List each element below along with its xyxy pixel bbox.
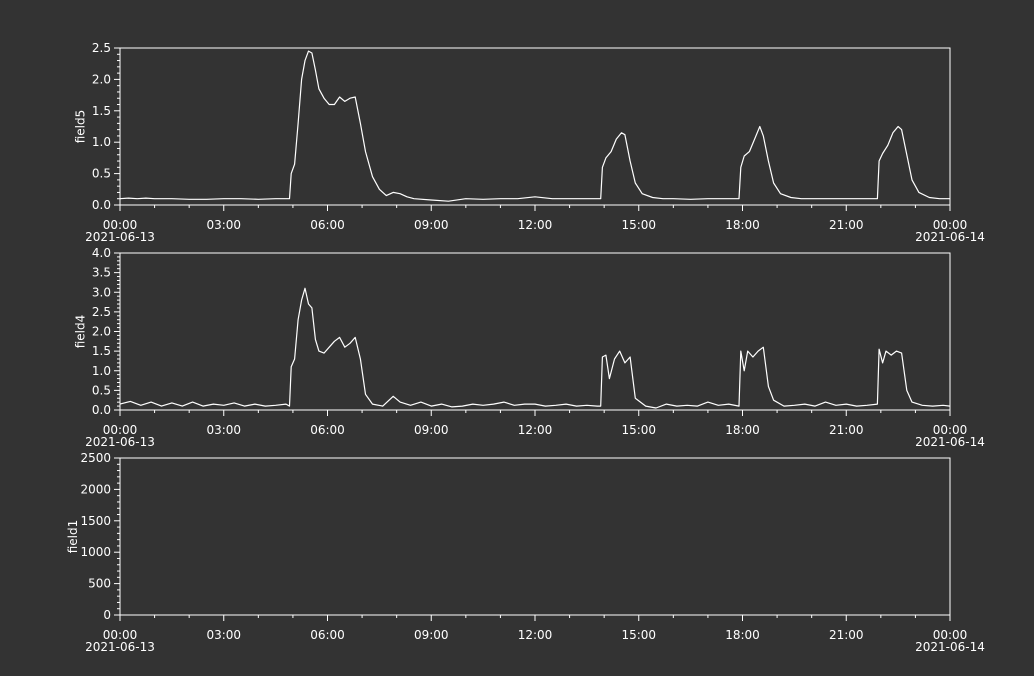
x-tick-label: 21:00: [829, 628, 864, 642]
x-tick-label: 00:00: [103, 628, 138, 642]
y-axis-label: field5: [73, 110, 87, 144]
panel-field1: 0 500 1000 1500 2000 2500 00:00 03:00 06:00 09:00…: [66, 451, 985, 654]
y-tick-label: 0.5: [92, 383, 111, 397]
y-tick-label: 0.0: [92, 403, 111, 417]
x-tick-label: 18:00: [725, 218, 760, 232]
series-line-field4: [119, 287, 951, 409]
y-tick-label: 4.0: [92, 246, 111, 260]
y-tick-label: 0.0: [92, 198, 111, 212]
y-tick-label: 2.0: [92, 72, 111, 86]
x-tick-label: 12:00: [518, 218, 553, 232]
y-tick-label: 2000: [80, 482, 111, 496]
x-tick-label: 09:00: [414, 423, 449, 437]
x-tick-label: 18:00: [725, 423, 760, 437]
x-start-date-label: 2021-06-13: [85, 640, 155, 654]
x-tick-label: 15:00: [621, 423, 656, 437]
y-tick-label: 1.5: [92, 104, 111, 118]
x-tick-label: 12:00: [518, 628, 553, 642]
x-end-date-label: 2021-06-14: [915, 640, 985, 654]
y-tick-label: 3.5: [92, 266, 111, 280]
y-tick-label: 500: [88, 577, 111, 591]
x-tick-label: 21:00: [829, 218, 864, 232]
series-line-field5: [119, 50, 950, 202]
x-tick-label: 09:00: [414, 218, 449, 232]
panel-field5: 0.0 0.5 1.0 1.5 2.0 2.5 00:00 03:00 06:00 09:00 12…: [73, 41, 984, 244]
x-tick-label: 00:00: [933, 423, 968, 437]
y-axis-label: field4: [73, 315, 87, 349]
x-tick-label: 00:00: [103, 218, 138, 232]
x-tick-label: 00:00: [933, 218, 968, 232]
y-tick-label: 1.5: [92, 344, 111, 358]
x-tick-label: 03:00: [206, 628, 241, 642]
x-tick-label: 06:00: [310, 218, 345, 232]
y-tick-label: 2500: [80, 451, 111, 465]
x-tick-label: 09:00: [414, 628, 449, 642]
x-tick-label: 03:00: [206, 218, 241, 232]
y-tick-label: 1.0: [92, 135, 111, 149]
y-tick-label: 1.0: [92, 364, 111, 378]
x-tick-label: 15:00: [621, 218, 656, 232]
x-tick-label: 18:00: [725, 628, 760, 642]
x-tick-label: 12:00: [518, 423, 553, 437]
x-end-date-label: 2021-06-14: [915, 230, 985, 244]
y-tick-label: 2.0: [92, 325, 111, 339]
x-start-date-label: 2021-06-13: [85, 230, 155, 244]
y-tick-label: 3.0: [92, 285, 111, 299]
x-tick-label: 06:00: [310, 628, 345, 642]
y-tick-label: 2.5: [92, 41, 111, 55]
x-tick-label: 03:00: [206, 423, 241, 437]
x-tick-label: 00:00: [103, 423, 138, 437]
y-tick-label: 0: [103, 608, 111, 622]
y-tick-label: 2.5: [92, 305, 111, 319]
panel-field4: 0.0 0.5 1.0 1.5 2.0 2.5 3.0 3.5 4.0 00:00 03:00 06:…: [73, 246, 984, 449]
y-tick-label: 1000: [80, 545, 111, 559]
x-tick-label: 00:00: [933, 628, 968, 642]
x-tick-label: 06:00: [310, 423, 345, 437]
x-start-date-label: 2021-06-13: [85, 435, 155, 449]
x-end-date-label: 2021-06-14: [915, 435, 985, 449]
y-axis-label: field1: [66, 520, 80, 554]
y-tick-label: 0.5: [92, 167, 111, 181]
x-tick-label: 15:00: [621, 628, 656, 642]
x-tick-label: 21:00: [829, 423, 864, 437]
y-tick-label: 1500: [80, 514, 111, 528]
